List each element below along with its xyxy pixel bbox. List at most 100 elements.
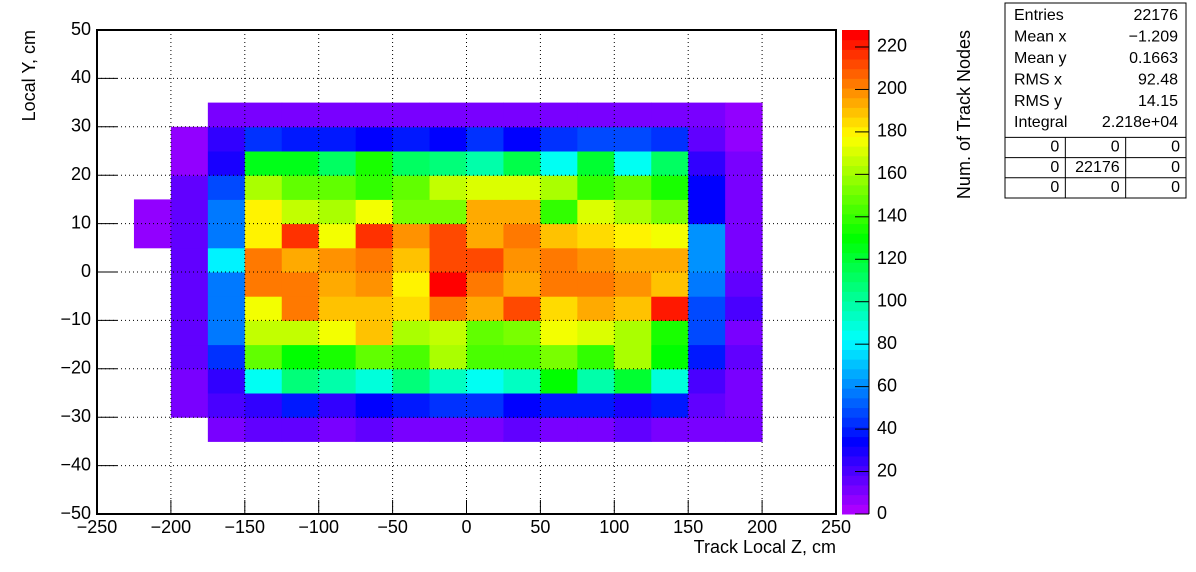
heat-cell <box>725 102 763 128</box>
heat-cell <box>207 199 246 225</box>
heat-cell <box>651 175 689 200</box>
heat-cell <box>651 151 689 176</box>
heat-cell <box>318 393 357 418</box>
heat-cell <box>466 417 504 442</box>
x-tick-label: 50 <box>530 517 550 537</box>
palette-step <box>842 349 869 360</box>
heat-cell <box>503 151 541 176</box>
y-tick-label: 10 <box>71 212 91 232</box>
heat-cell <box>540 344 578 370</box>
heat-cell <box>281 247 320 273</box>
heat-cell <box>503 368 541 394</box>
heat-cell <box>170 175 209 200</box>
z-tick-label: 120 <box>877 248 907 268</box>
heat-cell <box>466 223 504 249</box>
heat-cell <box>466 151 504 176</box>
palette-step <box>842 426 869 438</box>
heat-cell <box>577 247 615 273</box>
heat-cell <box>281 175 320 200</box>
heat-cell <box>281 368 320 394</box>
heat-cell <box>207 320 246 346</box>
heat-cell <box>355 199 394 225</box>
heat-cell <box>688 151 726 176</box>
heat-cell <box>540 175 578 200</box>
heat-cell <box>503 102 541 128</box>
stats-value: 2.218e+04 <box>1102 114 1178 131</box>
heat-cell <box>577 417 615 442</box>
stats-value: 22176 <box>1134 7 1179 24</box>
heat-cell <box>614 344 652 370</box>
heat-cell <box>244 320 283 346</box>
y-tick-label: −50 <box>60 503 91 523</box>
heat-cell <box>577 102 615 128</box>
heat-cell <box>355 223 394 249</box>
x-tick-label: −250 <box>77 517 118 537</box>
heat-cell <box>688 247 726 273</box>
heat-cell <box>577 223 615 249</box>
heat-cell <box>540 247 578 273</box>
heat-cell <box>392 320 431 346</box>
heat-cell <box>281 151 320 176</box>
heat-cell <box>651 417 689 442</box>
stats-key: Mean x <box>1014 29 1066 46</box>
y-tick-label: −20 <box>60 358 91 378</box>
y-tick-label: −40 <box>60 454 91 474</box>
overflow-cell: 0 <box>1171 139 1180 156</box>
palette-step <box>842 281 869 292</box>
heat-cell <box>207 393 246 418</box>
heat-cell <box>466 320 504 346</box>
heat-cell <box>392 151 431 176</box>
palette-step <box>842 39 869 50</box>
heat-cell <box>392 199 431 225</box>
x-tick-label: −100 <box>298 517 339 537</box>
heat-cell <box>577 320 615 346</box>
palette-step <box>842 165 869 176</box>
heat-cell <box>207 344 246 370</box>
heat-cell <box>355 151 394 176</box>
heat-cell <box>466 247 504 273</box>
heat-cell <box>429 344 467 370</box>
heat-cell <box>725 417 763 442</box>
z-tick-label: 200 <box>877 78 907 98</box>
palette-step <box>842 407 869 418</box>
z-tick-label: 140 <box>877 206 907 226</box>
heat-cell <box>133 223 172 249</box>
palette-step <box>842 504 869 515</box>
heat-cell <box>540 296 578 321</box>
heat-cell <box>244 272 283 297</box>
heat-cell <box>725 296 763 321</box>
heat-cell <box>651 344 689 370</box>
heat-cell <box>429 175 467 200</box>
heat-cell <box>318 126 357 152</box>
heat-cell <box>651 223 689 249</box>
heat-cell <box>540 223 578 249</box>
palette-step <box>842 465 869 476</box>
palette-step <box>842 378 869 389</box>
palette-step <box>842 484 869 496</box>
heat-cell <box>577 344 615 370</box>
z-axis-label: Num. of Track Nodes <box>954 30 974 199</box>
heat-cell <box>355 417 394 442</box>
heat-cell <box>244 126 283 152</box>
x-tick-label: −150 <box>225 517 266 537</box>
heat-cell <box>392 272 431 297</box>
heat-cell <box>355 344 394 370</box>
palette-step <box>842 272 869 283</box>
heat-cell <box>540 151 578 176</box>
palette-step <box>842 59 869 70</box>
heat-cell <box>318 102 357 128</box>
heat-cell <box>170 296 209 321</box>
heat-cell <box>207 417 246 442</box>
heat-cell <box>244 417 283 442</box>
heat-cell <box>688 272 726 297</box>
y-tick-label: 0 <box>81 261 91 281</box>
heat-cell <box>392 393 431 418</box>
palette-step <box>842 194 869 205</box>
stats-value: 92.48 <box>1138 71 1178 88</box>
stats-key: RMS y <box>1014 93 1062 110</box>
heat-cell <box>725 151 763 176</box>
y-tick-label: −30 <box>60 406 91 426</box>
stats-box <box>1004 2 1187 199</box>
heat-cell <box>429 393 467 418</box>
heat-cell <box>503 175 541 200</box>
